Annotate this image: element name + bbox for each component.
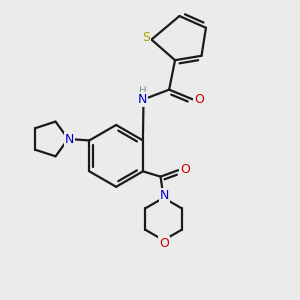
Text: O: O xyxy=(180,163,190,176)
Text: H: H xyxy=(139,86,147,96)
Text: S: S xyxy=(142,31,150,44)
Text: N: N xyxy=(138,93,148,106)
Text: O: O xyxy=(159,237,169,250)
Text: O: O xyxy=(194,93,204,106)
Text: N: N xyxy=(159,189,169,202)
Text: N: N xyxy=(65,133,74,146)
